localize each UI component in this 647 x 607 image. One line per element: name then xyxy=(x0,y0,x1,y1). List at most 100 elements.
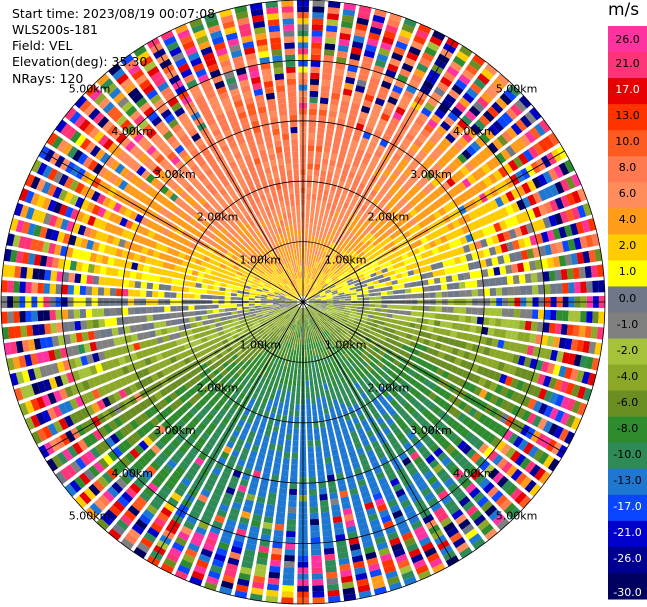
velocity-gate xyxy=(319,308,326,312)
velocity-gate xyxy=(501,479,514,492)
velocity-gate xyxy=(186,248,194,256)
velocity-gate xyxy=(386,201,394,210)
velocity-gate xyxy=(505,145,517,157)
velocity-gate xyxy=(146,314,154,322)
velocity-gate xyxy=(550,283,557,294)
velocity-gate xyxy=(92,217,102,229)
velocity-gate xyxy=(349,52,361,61)
velocity-gate xyxy=(317,194,323,201)
velocity-gate xyxy=(456,227,465,237)
velocity-gate xyxy=(355,85,366,94)
velocity-gate xyxy=(121,345,129,355)
velocity-gate xyxy=(309,248,313,255)
velocity-gate xyxy=(31,431,42,445)
velocity-gate xyxy=(521,210,531,222)
velocity-gate xyxy=(297,325,300,332)
velocity-gate xyxy=(466,145,477,156)
velocity-gate xyxy=(239,353,246,360)
velocity-gate xyxy=(309,311,314,317)
velocity-gate xyxy=(428,391,437,401)
velocity-gate xyxy=(398,336,406,343)
velocity-gate xyxy=(316,397,322,404)
velocity-gate xyxy=(319,250,324,258)
velocity-gate xyxy=(307,446,314,453)
velocity-gate xyxy=(208,364,217,372)
velocity-gate xyxy=(385,281,392,287)
velocity-gate xyxy=(369,304,376,308)
velocity-gate xyxy=(375,471,386,481)
velocity-gate xyxy=(288,379,293,386)
velocity-gate xyxy=(268,380,275,388)
velocity-gate xyxy=(343,433,351,441)
velocity-gate xyxy=(70,208,80,220)
velocity-gate xyxy=(298,313,301,320)
velocity-gate xyxy=(457,412,467,423)
velocity-gate xyxy=(491,101,504,114)
velocity-gate xyxy=(309,90,319,98)
velocity-gate xyxy=(200,488,211,498)
velocity-gate xyxy=(286,524,296,532)
velocity-gate xyxy=(317,360,322,367)
velocity-gate xyxy=(211,417,221,426)
velocity-gate xyxy=(410,316,417,323)
velocity-gate xyxy=(193,333,201,340)
velocity-gate xyxy=(500,193,510,205)
velocity-gate xyxy=(338,341,345,348)
velocity-gate xyxy=(441,225,450,234)
velocity-gate xyxy=(19,311,26,323)
velocity-gate xyxy=(267,291,274,295)
velocity-gate xyxy=(465,110,477,122)
velocity-gate xyxy=(192,531,205,542)
velocity-gate xyxy=(406,51,419,62)
velocity-gate xyxy=(8,326,16,339)
velocity-gate xyxy=(182,440,192,450)
velocity-gate xyxy=(404,352,412,359)
velocity-gate xyxy=(343,131,352,140)
velocity-gate xyxy=(278,324,284,330)
velocity-gate xyxy=(472,410,483,421)
velocity-gate xyxy=(313,242,317,250)
velocity-gate xyxy=(439,276,447,283)
velocity-gate xyxy=(244,374,252,382)
velocity-gate xyxy=(323,49,335,57)
velocity-gate xyxy=(391,182,401,192)
velocity-gate xyxy=(330,324,337,330)
velocity-gate xyxy=(315,262,319,269)
velocity-gate xyxy=(238,283,245,288)
velocity-gate xyxy=(291,297,298,300)
velocity-gate xyxy=(355,187,363,196)
velocity-gate xyxy=(326,356,332,364)
velocity-gate xyxy=(469,157,480,169)
velocity-gate xyxy=(197,436,207,446)
velocity-gate xyxy=(524,320,532,331)
velocity-gate xyxy=(411,471,422,482)
velocity-gate xyxy=(74,495,88,509)
velocity-gate xyxy=(329,104,339,112)
velocity-gate xyxy=(145,219,154,229)
velocity-gate xyxy=(172,362,181,371)
velocity-gate xyxy=(112,391,122,402)
velocity-gate xyxy=(268,360,274,368)
velocity-gate xyxy=(342,283,349,288)
velocity-gate xyxy=(281,290,287,295)
velocity-gate xyxy=(451,106,463,118)
velocity-gate xyxy=(432,130,444,141)
velocity-gate xyxy=(285,296,292,299)
velocity-gate xyxy=(158,252,167,260)
velocity-gate xyxy=(238,392,246,400)
velocity-gate xyxy=(170,438,181,449)
velocity-gate xyxy=(311,199,316,207)
velocity-gate xyxy=(79,285,87,295)
velocity-gate xyxy=(304,283,306,290)
velocity-gate xyxy=(538,204,548,216)
velocity-gate xyxy=(292,379,297,387)
velocity-gate xyxy=(271,374,277,382)
velocity-gate xyxy=(139,412,149,423)
velocity-gate xyxy=(169,240,178,249)
velocity-gate xyxy=(311,330,315,337)
velocity-gate xyxy=(581,219,591,233)
velocity-gate xyxy=(105,328,113,338)
velocity-gate xyxy=(47,392,57,405)
velocity-gate xyxy=(564,367,573,380)
velocity-gate xyxy=(538,388,548,400)
